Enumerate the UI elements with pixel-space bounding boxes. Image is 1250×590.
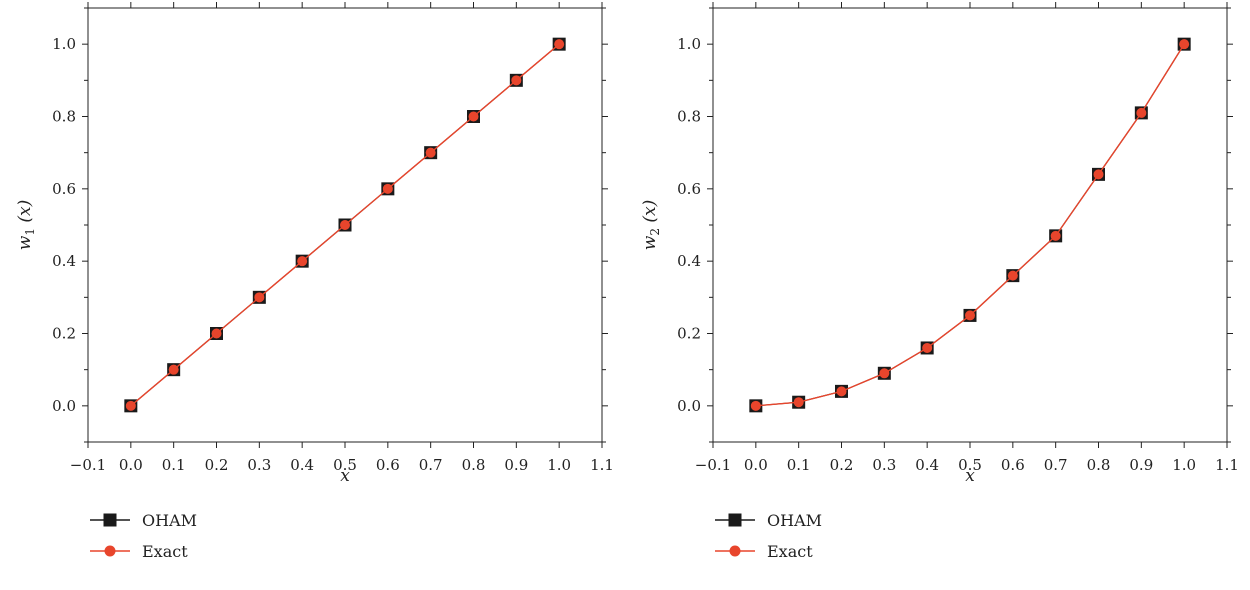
x-tick-label: 0.7	[419, 456, 443, 474]
legend-marker-oham	[728, 513, 742, 527]
x-axis-label: x	[965, 466, 975, 486]
legend-marker-exact	[104, 545, 116, 557]
x-tick-label: 0.3	[872, 456, 896, 474]
x-tick-label: 1.1	[590, 456, 614, 474]
y-tick-label: 0.8	[677, 108, 701, 126]
exact-point	[1050, 230, 1061, 241]
exact-point	[168, 364, 179, 375]
y-tick-label: 0.4	[52, 252, 76, 270]
x-tick-label: 0.8	[462, 456, 486, 474]
y-tick-label: 0.2	[52, 325, 76, 343]
x-tick-label: 0.2	[205, 456, 229, 474]
y-tick-label: 0.6	[677, 180, 701, 198]
x-tick-label: −0.1	[70, 456, 106, 474]
exact-point	[922, 342, 933, 353]
x-tick-label: 0.6	[1001, 456, 1025, 474]
chart-w2-svg: −0.1 0.0 0.1 0.2 0.3 0.4 0.5 0.6 0.7 0.8 0.9 1.0 1.1…	[640, 2, 1239, 561]
x-tick-label: 1.0	[547, 456, 571, 474]
y-axis-label: w1 (x)	[15, 200, 37, 250]
y-tick-label: 0.0	[677, 397, 701, 415]
exact-point	[511, 75, 522, 86]
exact-point	[1093, 169, 1104, 180]
exact-point	[211, 328, 222, 339]
x-tick-label: 0.4	[290, 456, 314, 474]
x-tick-label: 0.1	[162, 456, 186, 474]
x-tick-label: 1.0	[1172, 456, 1196, 474]
x-tick-label: 0.9	[504, 456, 528, 474]
legend-label-oham: OHAM	[142, 511, 197, 530]
x-tick-label: 0.6	[376, 456, 400, 474]
exact-point	[879, 368, 890, 379]
exact-point	[965, 310, 975, 321]
y-tick-label: 0.8	[52, 108, 76, 126]
exact-point	[340, 220, 350, 230]
exact-point	[1179, 39, 1190, 50]
exact-point	[425, 147, 436, 158]
legend-label-exact: Exact	[142, 542, 188, 561]
y-axis-label: w2 (x)	[640, 200, 662, 250]
x-tick-label: 0.0	[119, 456, 143, 474]
x-tick-label: 0.0	[744, 456, 768, 474]
chart-w1-svg: −0.1 0.0 0.1 0.2 0.3 0.4 0.5 0.6 0.7 0.8 0.9 1.0 1.1…	[15, 2, 614, 561]
x-tick-label: 0.5	[333, 456, 357, 474]
exact-point	[1007, 270, 1018, 281]
exact-point	[125, 400, 136, 411]
exact-point	[297, 256, 308, 267]
exact-point	[554, 39, 565, 50]
chart-w2: −0.1 0.0 0.1 0.2 0.3 0.4 0.5 0.6 0.7 0.8 0.9 1.0 1.1…	[625, 0, 1250, 590]
y-tick-label: 1.0	[52, 35, 76, 53]
series-line-exact	[755, 43, 1185, 407]
exact-point	[254, 292, 265, 303]
y-tick-label: 0.0	[52, 397, 76, 415]
x-axis-label: x	[340, 466, 350, 486]
exact-point	[793, 397, 804, 408]
y-tick-label: 0.4	[677, 252, 701, 270]
x-tick-label: 0.4	[915, 456, 939, 474]
x-tick-label: 0.8	[1087, 456, 1111, 474]
x-tick-label: 0.9	[1129, 456, 1153, 474]
x-tick-label: 0.5	[958, 456, 982, 474]
y-tick-label: 0.2	[677, 325, 701, 343]
series-line-oham	[755, 43, 1185, 407]
x-tick-label: 0.7	[1044, 456, 1068, 474]
y-tick-label: 1.0	[677, 35, 701, 53]
x-tick-label: −0.1	[695, 456, 731, 474]
legend-label-oham: OHAM	[767, 511, 822, 530]
legend-marker-oham	[103, 513, 117, 527]
legend-label-exact: Exact	[767, 542, 813, 561]
exact-point	[750, 400, 761, 411]
x-tick-label: 0.1	[787, 456, 811, 474]
legend-marker-exact	[729, 545, 741, 557]
plot-frame	[712, 7, 1228, 443]
chart-w1: −0.1 0.0 0.1 0.2 0.3 0.4 0.5 0.6 0.7 0.8 0.9 1.0 1.1…	[15, 2, 614, 561]
y-tick-label: 0.6	[52, 180, 76, 198]
exact-point	[836, 386, 847, 397]
x-tick-label: 0.2	[830, 456, 854, 474]
exact-point	[1136, 107, 1147, 118]
x-tick-label: 1.1	[1215, 456, 1239, 474]
exact-point	[382, 183, 393, 194]
exact-point	[468, 111, 479, 122]
x-tick-label: 0.3	[247, 456, 271, 474]
